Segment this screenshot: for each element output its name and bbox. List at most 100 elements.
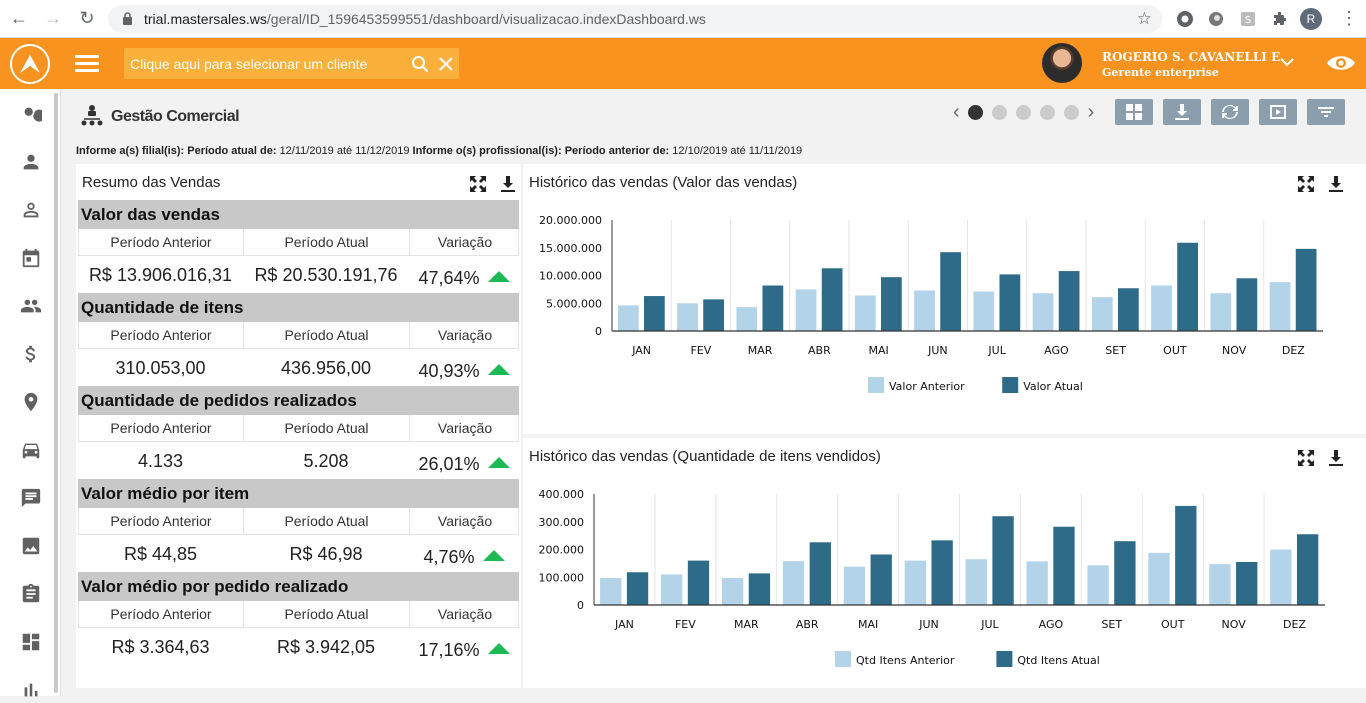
- kebab-menu-icon[interactable]: ⋮: [1340, 8, 1358, 28]
- extension-icon[interactable]: [1206, 9, 1226, 29]
- carousel-dot[interactable]: [968, 105, 984, 120]
- y-tick-label: 0: [577, 599, 584, 612]
- bar: [965, 559, 987, 605]
- bar: [1177, 242, 1198, 331]
- col-var-label: Variação: [437, 513, 493, 529]
- expand-icon[interactable]: [468, 174, 488, 194]
- eye-icon[interactable]: [1326, 52, 1356, 74]
- bar: [748, 573, 771, 605]
- brand-logo[interactable]: [10, 44, 50, 84]
- metric-title: Valor médio por item: [78, 479, 519, 508]
- dashboard-icon[interactable]: [18, 629, 44, 655]
- image-icon[interactable]: [18, 533, 44, 559]
- message-icon[interactable]: [18, 485, 44, 511]
- chevron-right-icon[interactable]: ›: [1087, 101, 1095, 123]
- layout-button[interactable]: [1115, 99, 1153, 125]
- y-tick-label: 400.000: [539, 488, 585, 501]
- x-tick-label: OUT: [1163, 344, 1187, 357]
- bar: [795, 289, 817, 331]
- legend-swatch: [835, 651, 851, 667]
- bar: [992, 516, 1014, 605]
- metric-values: 310.053,00 436.956,00 40,93%: [78, 349, 519, 386]
- carousel-dot[interactable]: [1016, 105, 1032, 120]
- download-icon[interactable]: [498, 174, 518, 194]
- filial-label: Informe a(s) filial(is):: [76, 145, 185, 157]
- prev-value: 310.053,00: [115, 358, 206, 378]
- search-icon[interactable]: [407, 51, 433, 77]
- puzzle-icon[interactable]: [1270, 9, 1290, 29]
- location-pin-icon[interactable]: [18, 389, 44, 415]
- x-tick-label: JUL: [980, 618, 999, 631]
- forward-arrow-icon[interactable]: →: [44, 8, 62, 28]
- avatar[interactable]: [1042, 43, 1082, 83]
- carousel-dot[interactable]: [1064, 105, 1080, 120]
- download-button[interactable]: [1163, 99, 1201, 125]
- chevron-left-icon[interactable]: ‹: [953, 101, 960, 123]
- bar: [1236, 561, 1258, 605]
- bar: [1175, 505, 1197, 605]
- col-var-label: Variação: [437, 327, 493, 343]
- prev-value: R$ 3.364,63: [111, 637, 210, 657]
- clipboard-icon[interactable]: [18, 581, 44, 607]
- bar: [870, 554, 892, 605]
- address-bar[interactable]: trial.mastersales.ws/geral/ID_1596453599…: [108, 5, 1162, 33]
- refresh-icon: [1222, 105, 1238, 119]
- arrow-up-icon: [487, 457, 510, 468]
- extension-icon[interactable]: S: [1238, 9, 1258, 29]
- search-icon[interactable]: [18, 101, 44, 127]
- bar: [661, 574, 683, 605]
- person-outline-icon[interactable]: [18, 197, 44, 223]
- prof-label: Informe o(s) profissional(is):: [412, 145, 562, 157]
- menu-icon[interactable]: [75, 55, 99, 73]
- variation-value: 40,93%: [418, 361, 480, 381]
- download-icon[interactable]: [1326, 174, 1346, 194]
- calendar-icon[interactable]: [18, 245, 44, 271]
- col-var-label: Variação: [437, 606, 493, 622]
- chevron-down-icon[interactable]: [1280, 54, 1294, 72]
- carousel-dot[interactable]: [1040, 105, 1056, 120]
- x-tick-label: FEV: [675, 618, 696, 631]
- bar-chart-icon[interactable]: [18, 677, 44, 703]
- prev-value: R$ 44,85: [123, 544, 198, 564]
- bar: [1236, 278, 1258, 331]
- curr-value: R$ 3.942,05: [276, 637, 376, 657]
- extension-icon[interactable]: [1175, 9, 1195, 29]
- bookmark-star-icon[interactable]: ☆: [1136, 9, 1152, 28]
- atual-label: Período atual de:: [187, 145, 277, 157]
- x-tick-label: JAN: [631, 344, 651, 357]
- bar: [703, 299, 724, 331]
- reload-icon[interactable]: ↻: [79, 8, 95, 28]
- metric-values: R$ 3.364,63 R$ 3.942,05 17,16%: [78, 628, 519, 665]
- x-tick-label: MAI: [858, 618, 878, 631]
- panel-actions: [1286, 174, 1346, 194]
- svg-text:S: S: [1245, 15, 1251, 26]
- filter-button[interactable]: [1307, 99, 1345, 125]
- carousel-dot[interactable]: [992, 105, 1008, 120]
- arrow-up-icon: [487, 271, 510, 282]
- sidebar-scrollbar[interactable]: [54, 93, 58, 693]
- client-search[interactable]: Clique aqui para selecionar um cliente: [124, 48, 459, 79]
- clear-icon[interactable]: [433, 51, 459, 77]
- y-tick-label: 200.000: [539, 544, 585, 557]
- metric-title: Valor médio por pedido realizado: [78, 572, 519, 601]
- refresh-button[interactable]: [1211, 99, 1249, 125]
- sidebar: [0, 89, 61, 697]
- back-arrow-icon[interactable]: ←: [10, 8, 28, 28]
- car-icon[interactable]: [18, 437, 44, 463]
- arrow-up-icon: [487, 643, 510, 654]
- download-icon[interactable]: [1326, 448, 1346, 468]
- bar: [880, 277, 902, 331]
- col-var-label: Variação: [437, 234, 493, 250]
- person-icon[interactable]: [18, 149, 44, 175]
- expand-icon[interactable]: [1296, 174, 1316, 194]
- dollar-icon[interactable]: [18, 341, 44, 367]
- url-host: trial.mastersales.ws: [144, 11, 267, 27]
- col-prev-label: Período Anterior: [79, 508, 244, 534]
- variation-value: 47,64%: [418, 268, 480, 288]
- metric-block: Quantidade de itens Período Anterior Perío…: [78, 293, 519, 386]
- expand-icon[interactable]: [1296, 448, 1316, 468]
- people-icon[interactable]: [18, 293, 44, 319]
- profile-avatar[interactable]: R: [1300, 8, 1322, 30]
- presentation-button[interactable]: [1259, 99, 1297, 125]
- grid-icon: [1126, 104, 1142, 120]
